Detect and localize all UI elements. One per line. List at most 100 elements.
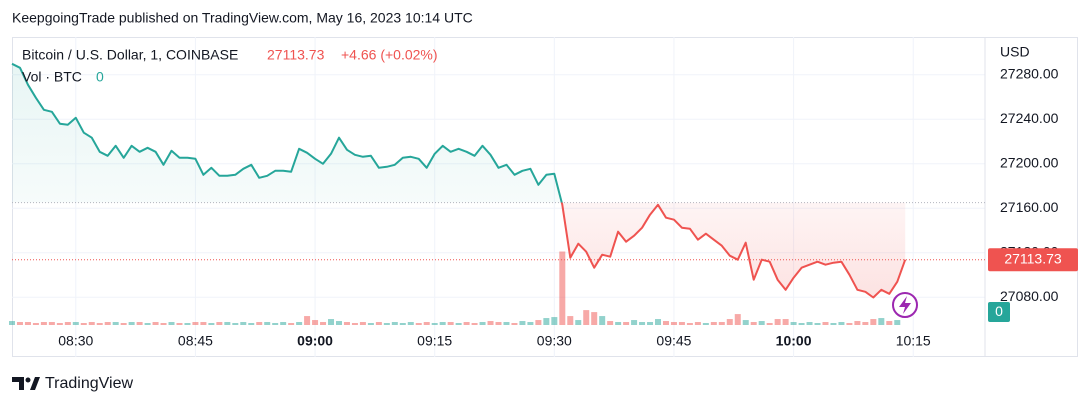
volume-bar	[80, 323, 87, 325]
volume-bar	[607, 321, 614, 325]
volume-bar	[184, 323, 191, 325]
volume-bar	[758, 321, 765, 325]
volume-bar	[176, 323, 183, 325]
header: KeepgoingTrade published on TradingView.…	[12, 10, 473, 26]
volume-bar	[806, 322, 813, 325]
volume-bar	[487, 321, 494, 325]
volume-bar	[32, 323, 39, 325]
volume-bar	[838, 322, 845, 325]
volume-bar	[375, 322, 382, 325]
y-tick-label: 27240.00	[1000, 110, 1059, 126]
volume-bar	[160, 323, 167, 325]
volume-bar	[639, 322, 646, 325]
volume-bar	[615, 322, 622, 325]
volume-bar	[886, 321, 893, 325]
logo	[12, 377, 40, 390]
price-label-box	[988, 248, 1078, 272]
volume-bar	[208, 323, 215, 325]
volume-bar	[511, 323, 518, 325]
volume-bar	[224, 322, 231, 325]
x-tick-label: 10:00	[776, 333, 812, 349]
volume-bar	[88, 322, 95, 325]
volume-bar	[391, 322, 398, 325]
volume-bar	[288, 323, 295, 325]
volume-bar	[120, 323, 127, 325]
price-line	[11, 62, 907, 299]
volume-bar	[168, 322, 175, 325]
volume-bar	[399, 323, 406, 325]
x-tick-label: 10:15	[896, 333, 931, 349]
volume-bar	[112, 322, 119, 325]
volume-bar	[575, 320, 582, 325]
logo-slash	[30, 377, 40, 390]
volume-bar	[623, 322, 630, 325]
volume-bar	[192, 322, 199, 325]
volume-bar	[790, 322, 797, 325]
volume-bar	[232, 323, 239, 325]
volume-bar	[551, 317, 558, 325]
volume-bar	[774, 319, 781, 325]
volume-bar	[591, 312, 598, 325]
volume-bar	[96, 323, 103, 325]
volume-bar	[351, 323, 358, 325]
volume-bar	[367, 323, 374, 325]
volume-bar	[304, 316, 311, 325]
volume-bar	[655, 319, 662, 325]
volume-bar	[647, 322, 654, 325]
volume-bar	[272, 323, 279, 325]
volume-bar	[48, 322, 55, 325]
lightning-icon[interactable]	[892, 292, 918, 318]
icon-bolt	[899, 296, 911, 314]
volume-bar	[455, 323, 462, 325]
volume-bar	[662, 321, 669, 325]
volume-bar	[240, 322, 247, 325]
volume-bar	[766, 323, 773, 325]
volume-bar	[447, 322, 454, 325]
volume-bar	[320, 322, 327, 325]
volume-bar	[40, 322, 47, 325]
volume-bar	[822, 322, 829, 325]
volume-bar	[264, 322, 271, 325]
volume-bar	[631, 320, 638, 325]
volume-bar	[694, 322, 701, 325]
volume-bar	[814, 323, 821, 325]
volume-bar	[24, 322, 31, 325]
volume-bar	[726, 319, 733, 325]
footer: TradingView	[45, 375, 133, 392]
x-tick-label: 08:30	[58, 333, 93, 349]
change: +4.66 (+0.02%)	[341, 47, 438, 63]
volume-bar	[423, 322, 430, 325]
volume-bar	[16, 322, 23, 325]
volume-bar	[296, 322, 303, 325]
volume-bar	[583, 310, 590, 325]
volume-bar	[670, 322, 677, 325]
volume-bar	[335, 321, 342, 325]
x-tick-label: 09:15	[417, 333, 452, 349]
symbol: Bitcoin / U.S. Dollar, 1, COINBASE	[22, 47, 238, 63]
volume-bar	[328, 319, 335, 325]
volume-bar	[256, 322, 263, 325]
volume-bar	[854, 321, 861, 325]
price-label: 27113.73	[1004, 250, 1062, 266]
volume-bar	[742, 320, 749, 325]
volume-bar	[72, 322, 79, 325]
volume-bar	[56, 323, 63, 325]
volume-bar	[144, 323, 151, 325]
logo-dot	[25, 377, 31, 383]
volume-bar	[200, 322, 207, 325]
volume-bar	[718, 322, 725, 325]
volume-bar	[878, 318, 885, 325]
y-tick-label: 27080.00	[1000, 288, 1059, 304]
volume-bar	[870, 319, 877, 325]
volume-bar	[104, 322, 111, 325]
y-tick-label: 27200.00	[1000, 154, 1059, 170]
y-tick-label: 27280.00	[1000, 66, 1059, 82]
logo-mark	[12, 377, 24, 390]
volume-bar	[312, 320, 319, 325]
volume-bar	[830, 323, 837, 325]
volume-bar	[862, 322, 869, 325]
volume-bar	[407, 322, 414, 325]
volume-bar	[479, 322, 486, 325]
y-tick-label: 27160.00	[1000, 199, 1059, 215]
volume-bar	[383, 323, 390, 325]
